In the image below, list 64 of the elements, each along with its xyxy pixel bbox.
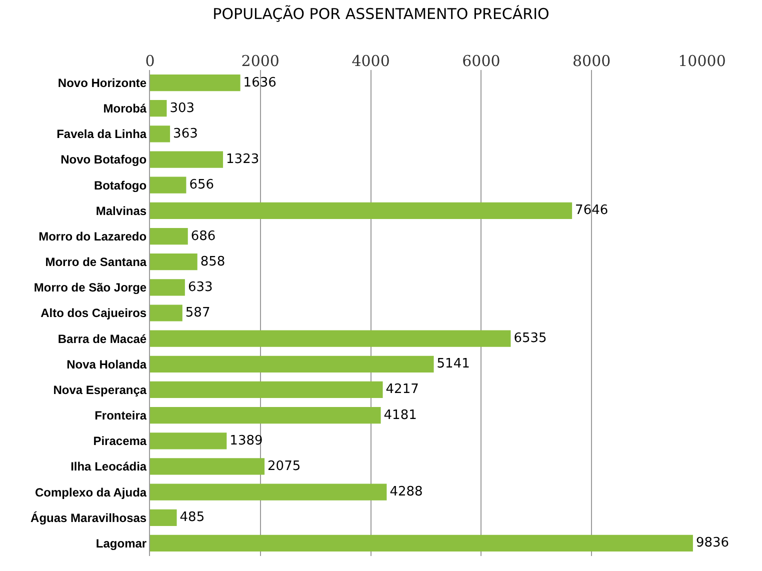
y-tick-label: Morro de São Jorge — [34, 280, 147, 295]
y-tick-label: Morro do Lazaredo — [38, 229, 147, 244]
data-label: 1389 — [230, 433, 263, 448]
y-tick-label: Barra de Macaé — [58, 332, 147, 346]
bar — [150, 407, 381, 424]
data-label: 485 — [180, 510, 205, 526]
data-label: 4217 — [386, 382, 419, 398]
bar — [150, 458, 265, 475]
x-tick-label: 4000 — [352, 52, 390, 70]
y-tick-label: Nova Esperança — [53, 382, 147, 397]
y-tick-label: Ilha Leocádia — [70, 460, 147, 474]
x-tick-label: 10000 — [678, 52, 726, 70]
chart-title: POPULAÇÃO POR ASSENTAMENTO PRECÁRIO — [212, 5, 550, 24]
y-tick-label: Malvinas — [96, 204, 147, 218]
data-label: 1636 — [243, 75, 276, 90]
bar — [150, 74, 240, 92]
data-label: 9836 — [696, 536, 730, 551]
data-label: 5141 — [436, 356, 470, 372]
y-tick-label: Complexo da Ajuda — [35, 485, 147, 500]
bar — [150, 126, 170, 142]
data-label: 656 — [189, 178, 214, 193]
bar — [150, 202, 572, 219]
data-label: 686 — [190, 228, 216, 244]
data-label: 4288 — [390, 484, 423, 500]
bar — [150, 304, 182, 322]
x-tick-label: 0 — [145, 52, 155, 70]
x-tick-label: 6000 — [462, 52, 500, 70]
bar — [150, 534, 693, 552]
y-tick-label: Alto dos Cajueiros — [40, 306, 147, 320]
bar — [150, 356, 434, 372]
data-label: 1323 — [226, 152, 260, 168]
y-tick-label: Águas Maravilhosas — [30, 510, 147, 525]
bar — [150, 151, 224, 168]
data-label: 2075 — [268, 458, 301, 474]
bar — [150, 484, 387, 500]
bar — [150, 330, 511, 347]
data-label: 303 — [170, 100, 195, 116]
data-label: 633 — [188, 280, 213, 295]
y-tick-label: Piracema — [93, 434, 147, 448]
bar — [150, 228, 188, 245]
y-tick-label: Novo Horizonte — [58, 76, 147, 90]
bar — [150, 279, 185, 296]
bar — [150, 509, 177, 526]
y-tick-label: Botafogo — [94, 178, 147, 192]
y-tick-label: Morro de Santana — [45, 255, 147, 270]
y-tick-label: Favela da Linha — [56, 127, 147, 142]
y-tick-label: Lagomar — [96, 536, 147, 550]
bar — [150, 254, 198, 270]
data-label: 4181 — [384, 408, 417, 423]
data-label: 6535 — [514, 331, 547, 346]
data-label: 858 — [200, 254, 226, 270]
y-tick-label: Nova Holanda — [66, 357, 147, 372]
data-label: 363 — [173, 126, 198, 142]
bar — [150, 381, 383, 398]
x-tick-label: 8000 — [572, 52, 611, 70]
bar — [150, 176, 186, 194]
data-label: 7646 — [575, 203, 608, 218]
y-tick-label: Novo Botafogo — [60, 152, 147, 167]
bar — [150, 432, 227, 450]
y-tick-label: Fronteira — [94, 408, 147, 423]
bar — [150, 100, 167, 117]
x-tick-label: 2000 — [241, 52, 280, 70]
data-label: 587 — [185, 306, 210, 320]
y-tick-label: Morobá — [103, 102, 147, 116]
